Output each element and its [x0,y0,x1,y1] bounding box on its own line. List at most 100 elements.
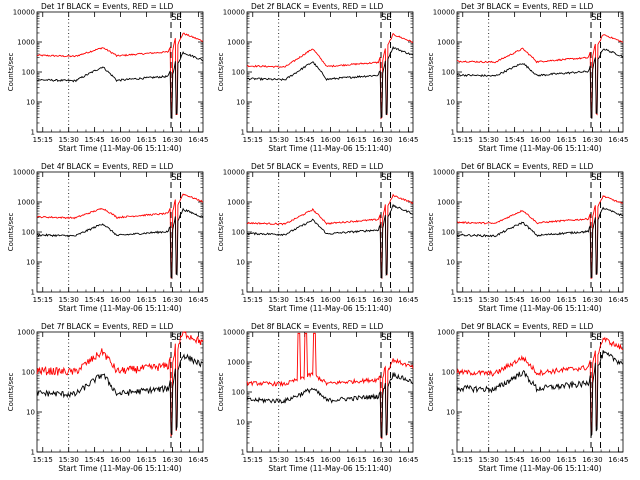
x-tick-label: 16:15 [346,296,366,304]
x-tick-label: 15:30 [59,136,79,144]
plot-frame [456,331,624,453]
x-axis-ticks: 15:15 15:30 15:45 16:00 16:15 16:30 16:45 [33,332,208,464]
lld-series-line [36,331,204,437]
x-tick-label: 16:45 [188,136,208,144]
x-tick-label: 15:45 [295,296,315,304]
x-tick-label: 16:15 [136,296,156,304]
x-tick-label: 16:45 [398,296,418,304]
chart-title: Det 1f BLACK = Events, RED = LLD [41,2,174,11]
x-tick-label: 16:45 [398,456,418,464]
x-axis-ticks: 15:15 15:30 15:45 16:00 16:15 16:30 16:45 [33,172,208,304]
x-tick-label: 16:30 [582,296,602,304]
chart-title: Det 5f BLACK = Events, RED = LLD [251,162,384,171]
saa-end-marker: E [386,173,392,183]
y-tick-label: 1 [31,449,35,457]
x-axis-ticks: 15:15 15:30 15:45 16:00 16:15 16:30 16:45 [33,12,208,144]
y-tick-label: 100 [442,229,455,237]
saa-end-marker: E [596,173,602,183]
x-tick-label: 16:00 [110,296,130,304]
y-axis-label: Counts/sec [217,213,225,252]
saa-end-marker: E [386,13,392,23]
lld-series-line [36,193,204,279]
lld-series-line [456,336,624,435]
x-tick-label: 16:45 [608,136,628,144]
x-tick-label: 15:15 [453,296,473,304]
x-tick-label: 15:30 [269,136,289,144]
y-tick-label: 10000 [433,169,455,177]
saa-start-marker: S [171,13,177,23]
x-tick-label: 15:15 [243,296,263,304]
x-axis-label: Start Time (11-May-06 15:11:40) [58,304,181,313]
x-tick-label: 16:45 [608,296,628,304]
x-tick-label: 15:30 [269,456,289,464]
x-axis-ticks: 15:15 15:30 15:45 16:00 16:15 16:30 16:45 [243,332,418,464]
x-tick-label: 15:15 [453,456,473,464]
y-tick-label: 1000 [17,329,35,337]
y-axis-label: Counts/sec [427,213,435,252]
x-tick-label: 15:30 [59,296,79,304]
x-tick-label: 16:45 [398,136,418,144]
saa-start-marker: S [381,173,387,183]
chart-title: Det 3f BLACK = Events, RED = LLD [461,2,594,11]
y-tick-label: 100 [232,389,245,397]
y-tick-label: 100 [22,229,35,237]
saa-end-marker: E [596,13,602,23]
y-axis-label: Counts/sec [217,53,225,92]
y-tick-label: 1000 [227,359,245,367]
y-tick-label: 10000 [13,9,35,17]
x-tick-label: 16:15 [346,136,366,144]
saa-start-marker: S [171,173,177,183]
x-tick-label: 15:45 [505,136,525,144]
events-series-line [36,207,204,280]
y-tick-label: 10 [236,99,245,107]
chart-title: Det 9f BLACK = Events, RED = LLD [461,322,594,331]
saa-start-marker: S [171,333,177,343]
y-tick-label: 100 [232,229,245,237]
chart-title: Det 6f BLACK = Events, RED = LLD [461,162,594,171]
y-tick-label: 1 [451,289,455,297]
x-tick-label: 16:00 [320,456,340,464]
x-tick-label: 15:15 [33,136,53,144]
y-tick-label: 1000 [437,329,455,337]
y-tick-label: 1000 [227,39,245,47]
x-tick-label: 15:45 [505,296,525,304]
y-tick-label: 100 [442,69,455,77]
saa-start-marker: S [591,173,597,183]
x-tick-label: 15:30 [479,136,499,144]
saa-end-marker: E [176,333,182,343]
events-series-line [456,350,624,437]
x-tick-label: 16:15 [136,136,156,144]
y-tick-label: 1000 [227,199,245,207]
x-tick-label: 15:15 [33,296,53,304]
x-tick-label: 15:45 [295,136,315,144]
saa-end-marker: E [596,333,602,343]
x-tick-label: 15:15 [33,456,53,464]
lld-series-line [246,332,414,440]
y-tick-label: 1 [241,129,245,137]
events-series-line [456,48,624,119]
chart-title: Det 7f BLACK = Events, RED = LLD [41,322,174,331]
x-axis-ticks: 15:15 15:30 15:45 16:00 16:15 16:30 16:45 [453,332,628,464]
saa-start-marker: S [381,13,387,23]
x-tick-label: 16:45 [188,456,208,464]
x-tick-label: 15:15 [453,136,473,144]
y-tick-label: 1000 [437,199,455,207]
x-axis-ticks: 15:15 15:30 15:45 16:00 16:15 16:30 16:45 [243,172,418,304]
x-tick-label: 16:15 [556,296,576,304]
x-tick-label: 15:45 [295,456,315,464]
y-axis-label: Counts/sec [427,373,435,412]
saa-start-marker: S [591,13,597,23]
lld-series-line [246,193,414,279]
saa-start-marker: S [381,333,387,343]
panel-det-4: Det 4f BLACK = Events, RED = LLD 1 10 100 10… [7,162,208,313]
x-tick-label: 16:30 [162,296,182,304]
panel-det-8: Det 8f BLACK = Events, RED = LLD 1 10 100 10… [217,322,418,473]
y-tick-label: 1 [31,129,35,137]
y-tick-label: 10 [236,419,245,427]
y-tick-label: 10 [26,99,35,107]
x-tick-label: 16:15 [136,456,156,464]
